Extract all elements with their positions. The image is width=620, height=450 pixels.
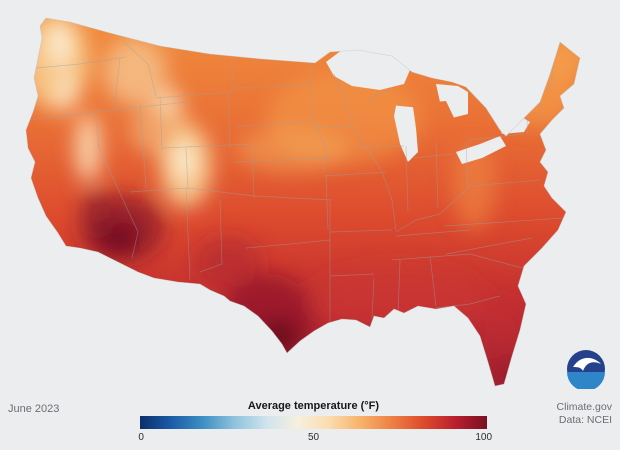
temperature-legend: Average temperature (°F) 0 50 100 <box>138 400 492 446</box>
credit-climate-gov: Climate.gov <box>556 401 612 413</box>
legend-units-text: (°F) <box>360 400 380 412</box>
noaa-logo-icon <box>567 350 605 389</box>
colorbar <box>140 416 487 429</box>
date-label: June 2023 <box>8 403 60 415</box>
state-borders <box>27 41 565 322</box>
us-temperature-map <box>0 0 620 400</box>
lake-ontario-shape <box>498 116 530 134</box>
lake-erie-shape <box>456 136 506 164</box>
us-outline <box>25 17 581 387</box>
lake-huron-shape <box>436 84 468 118</box>
lake-superior-shape <box>326 46 410 90</box>
colorbar-tick-100: 100 <box>475 432 493 443</box>
colorbar-ticks: 0 50 100 <box>138 432 492 446</box>
great-lakes <box>326 46 530 164</box>
temperature-field <box>0 0 620 400</box>
credit-data-ncei: Data: NCEI <box>558 413 612 426</box>
lake-michigan-shape <box>394 96 418 162</box>
credits: Climate.gov Data: NCEI <box>557 401 612 426</box>
legend-title-text: Average temperature <box>247 400 358 412</box>
colorbar-tick-50: 50 <box>307 432 320 443</box>
legend-title: Average temperature (°F) <box>140 400 487 412</box>
colorbar-tick-0: 0 <box>138 432 144 443</box>
